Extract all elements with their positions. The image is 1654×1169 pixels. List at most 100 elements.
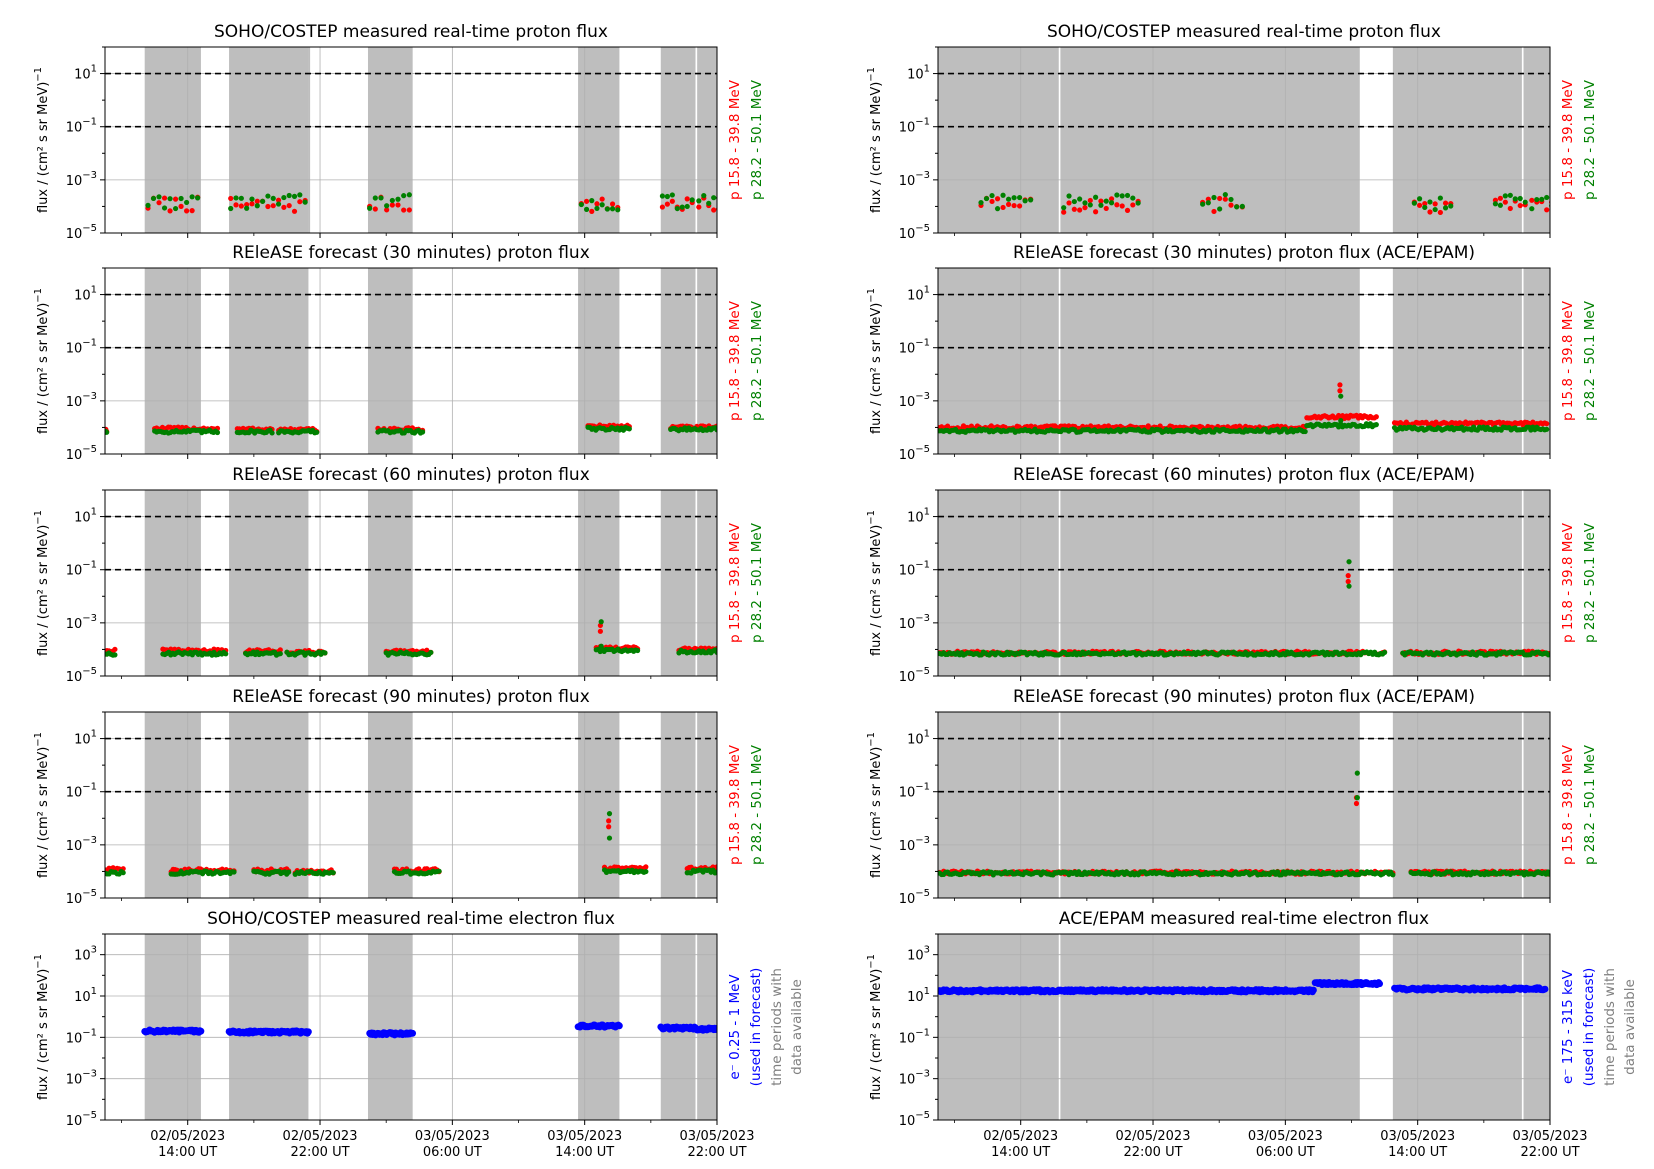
y-tick-label: 10−1 (899, 338, 930, 357)
data-point (384, 203, 390, 209)
plot-area (105, 268, 717, 454)
data-point (105, 429, 110, 435)
data-point (714, 869, 717, 875)
data-point (145, 202, 151, 208)
data-point (228, 205, 234, 212)
data-point (384, 207, 390, 213)
data-point (664, 193, 670, 200)
data-point (265, 203, 271, 210)
data-period-band (229, 47, 309, 233)
data-point (589, 198, 595, 204)
y-tick-label: 10−5 (66, 1110, 97, 1129)
data-point (1028, 197, 1034, 203)
axes-frame (104, 46, 718, 234)
data-point (1061, 209, 1067, 215)
legend-proton-low: p 15.8 - 39.8 MeV (1560, 300, 1576, 421)
data-point (1544, 207, 1550, 213)
spike-point (597, 628, 603, 634)
data-point (1205, 196, 1211, 202)
data-point (270, 203, 276, 209)
y-tick-label: 101 (907, 507, 930, 526)
data-point (711, 207, 717, 213)
data-period-band (697, 268, 717, 454)
data-point (233, 202, 239, 208)
data-point (189, 194, 195, 200)
x-tick-time: 14:00 UT (555, 1145, 614, 1160)
spike-point (598, 643, 604, 649)
data-point (112, 652, 118, 658)
panel-l1: 10−5 10−3 10−1 101 REleASE forecast (30 minu… (33, 243, 765, 463)
y-tick-label: 10−3 (66, 835, 97, 854)
data-point (1071, 198, 1077, 205)
data-point (1448, 203, 1454, 209)
data-period-band (1060, 490, 1360, 676)
data-point (594, 201, 600, 207)
data-point (1205, 200, 1211, 206)
data-point (664, 201, 670, 207)
data-point (714, 864, 717, 870)
y-tick-label: 10−3 (899, 391, 930, 410)
x-tick-date: 03/05/2023 (547, 1129, 622, 1144)
data-point (1432, 201, 1438, 207)
data-period-band (144, 490, 201, 676)
data-point (291, 193, 298, 199)
spike-point (598, 619, 604, 625)
data-point (1103, 198, 1109, 204)
data-point (643, 864, 649, 870)
data-point (1124, 192, 1131, 199)
y-tick-label: 10−1 (899, 1027, 930, 1046)
data-point (1061, 205, 1067, 211)
spike-point (1346, 583, 1352, 589)
y-tick-label: 10−1 (899, 117, 930, 136)
data-point (112, 646, 118, 652)
data-point (275, 201, 282, 207)
data-point (1544, 194, 1550, 201)
y-tick-label: 101 (74, 64, 97, 83)
data-point (1539, 196, 1545, 202)
data-point (1017, 194, 1023, 201)
data-point (305, 1028, 312, 1036)
data-point (233, 195, 239, 201)
data-point (265, 193, 271, 199)
data-point (719, 1026, 726, 1033)
data-point (1114, 192, 1120, 198)
data-point (184, 208, 190, 214)
data-point (1502, 193, 1508, 199)
data-point (616, 1022, 623, 1030)
data-point (1135, 200, 1141, 206)
data-point (1217, 195, 1223, 202)
x-tick-time: 22:00 UT (1123, 1145, 1182, 1160)
data-point (156, 194, 162, 200)
data-point (1098, 198, 1104, 204)
panel-title: SOHO/COSTEP measured real-time proton fl… (214, 22, 608, 42)
data-point (223, 651, 229, 657)
plot-area (105, 47, 717, 233)
plot-area (938, 47, 1550, 233)
legend-electron-channel: e⁻ 0.25 - 1 MeV (727, 974, 743, 1080)
y-tick-label: 101 (907, 986, 930, 1005)
data-point (615, 207, 621, 213)
data-point (1228, 196, 1234, 203)
data-point (1427, 209, 1433, 215)
panel-title: REleASE forecast (60 minutes) proton flu… (1013, 465, 1475, 485)
data-point (150, 195, 157, 202)
panel-r2: 10−5 10−3 10−1 101 REleASE forecast (60 minu… (866, 465, 1598, 685)
data-point (286, 202, 292, 209)
data-point (367, 205, 373, 211)
data-point (372, 206, 378, 212)
data-point (1093, 209, 1099, 215)
data-point (1093, 194, 1099, 200)
data-point (1066, 193, 1072, 199)
data-period-band (367, 268, 413, 454)
y-tick-label: 10−5 (66, 444, 97, 463)
data-point (711, 195, 717, 201)
data-point (395, 202, 401, 208)
data-period-band (660, 712, 696, 898)
data-point (172, 205, 179, 212)
axes-frame (937, 711, 1551, 899)
y-axis-label: flux / (cm² s sr MeV)−1 (866, 954, 884, 1100)
data-point (701, 193, 707, 199)
y-axis-label: flux / (cm² s sr MeV)−1 (33, 510, 51, 656)
x-tick-date: 02/05/2023 (1116, 1129, 1191, 1144)
